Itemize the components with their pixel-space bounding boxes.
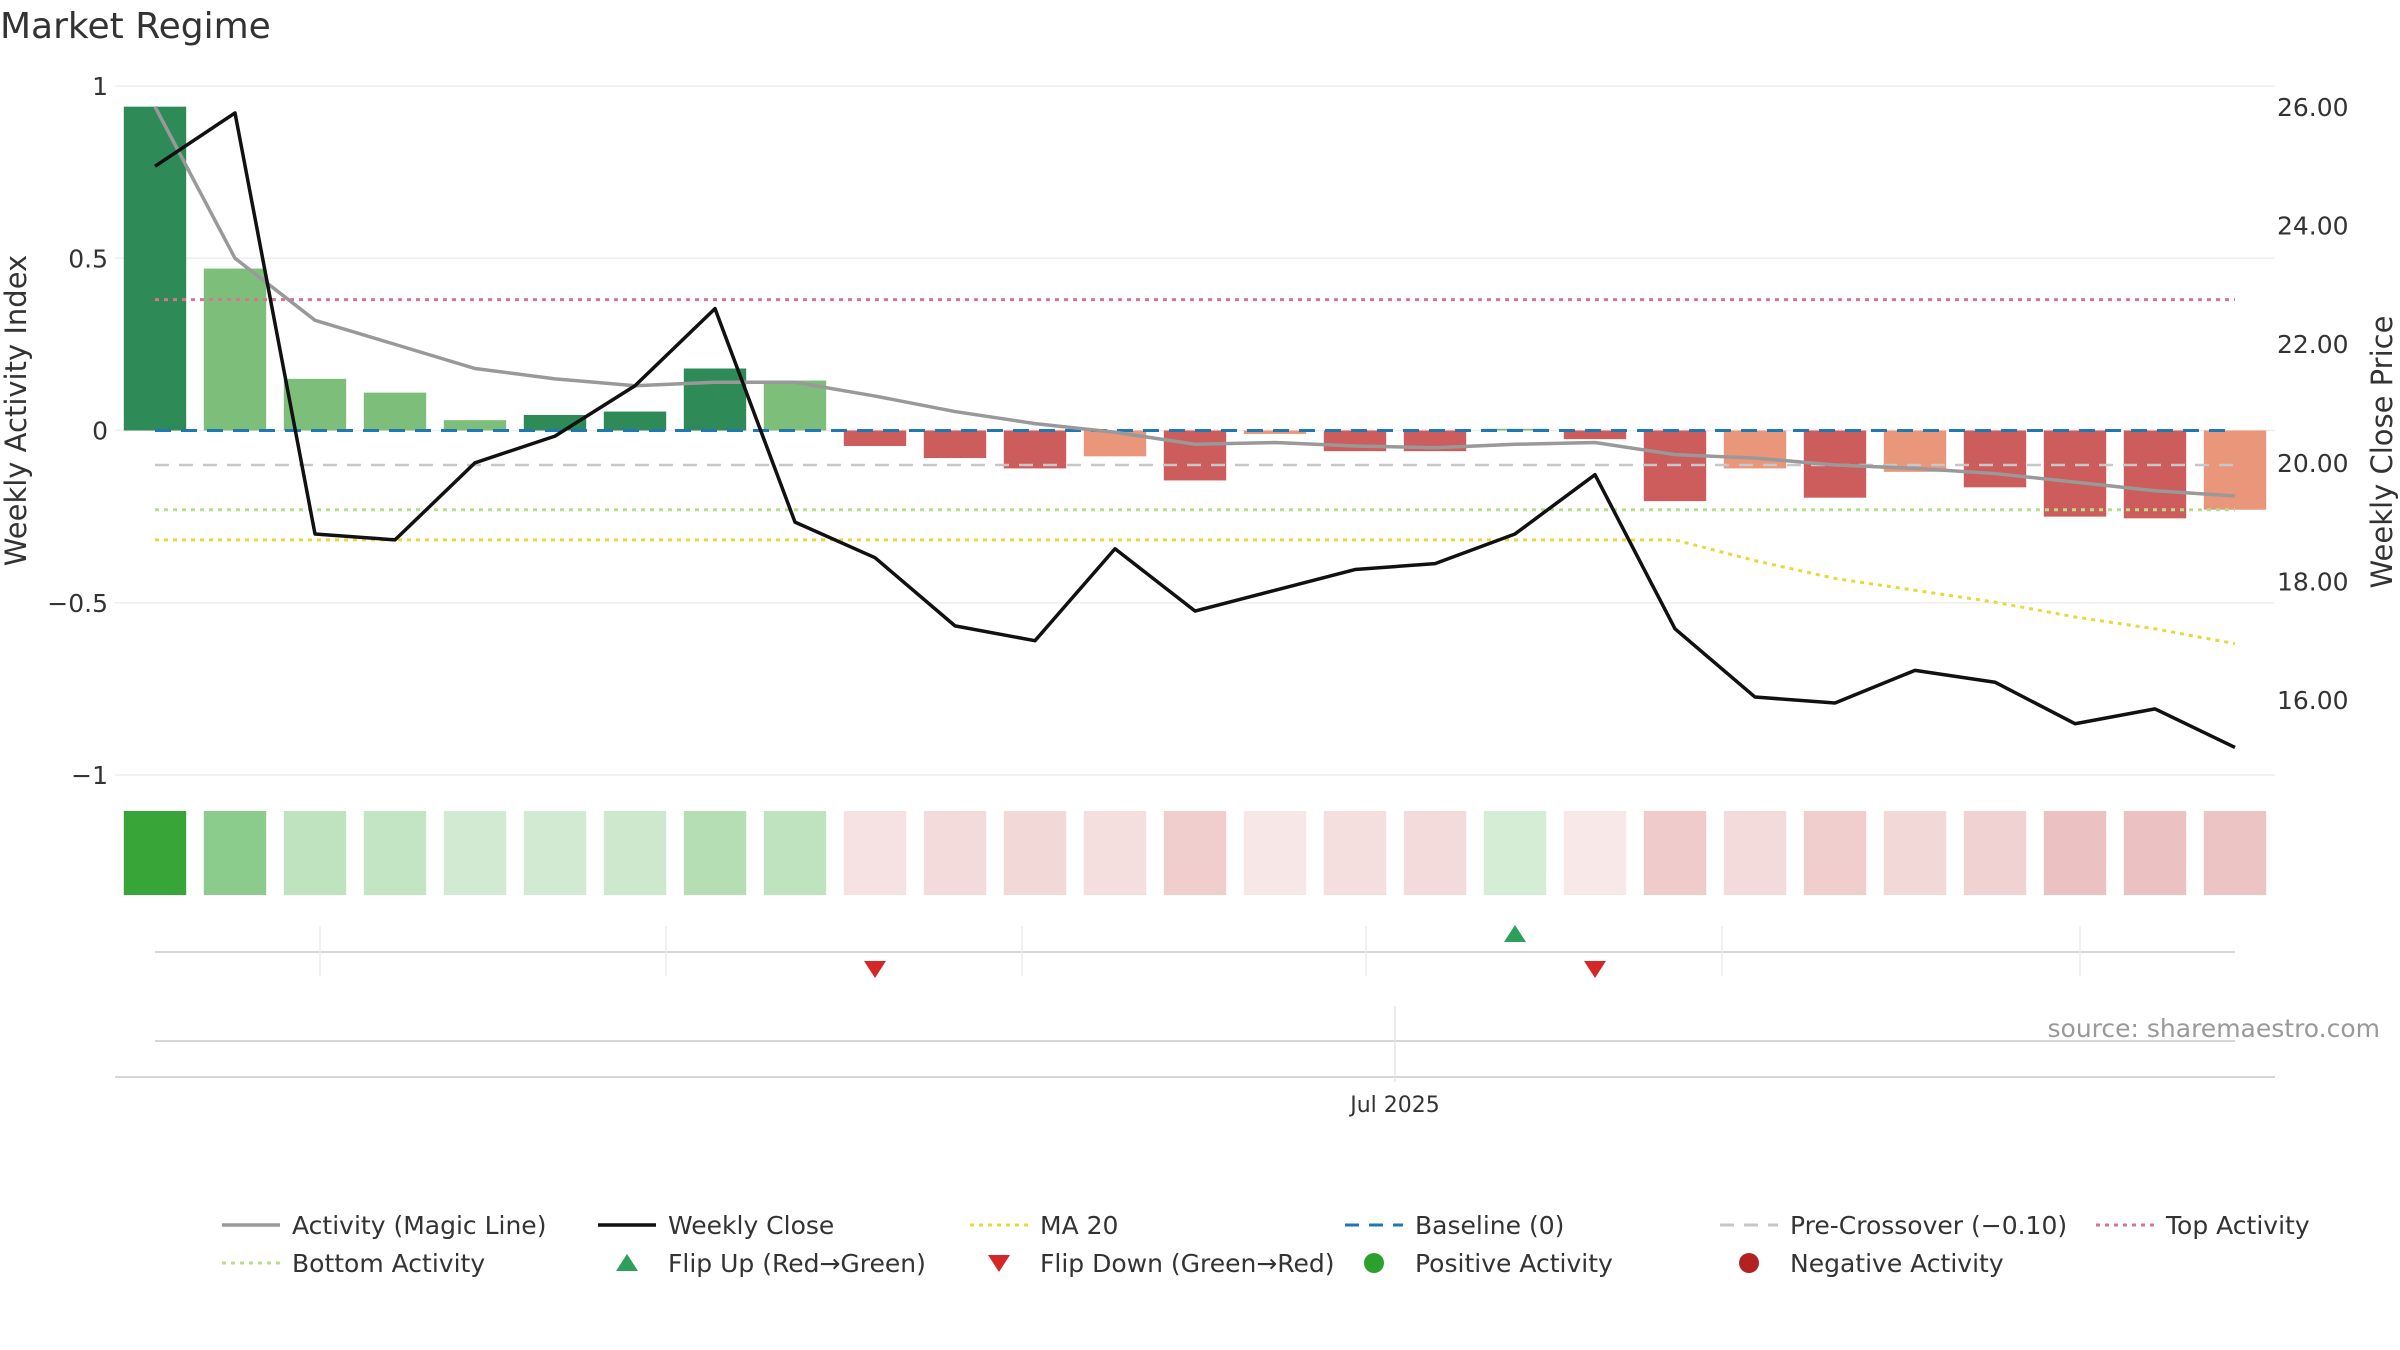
activity-heat-cell bbox=[763, 811, 827, 895]
activity-heat-cell bbox=[603, 811, 667, 895]
activity-bar bbox=[2123, 430, 2187, 519]
activity-heat-cell bbox=[1323, 811, 1387, 895]
x-tick-label: Jul 2025 bbox=[1348, 1093, 1440, 1118]
legend-label: Weekly Close bbox=[668, 1211, 834, 1240]
y-axis-title: Weekly Activity Index bbox=[0, 255, 33, 566]
flip-down-marker bbox=[1584, 961, 1606, 978]
legend-label: Bottom Activity bbox=[292, 1249, 485, 1278]
weekly-close-line bbox=[154, 111, 2236, 750]
legend-swatch-circle bbox=[1364, 1253, 1384, 1273]
activity-heat-cell bbox=[1643, 811, 1707, 895]
chart-title: Market Regime bbox=[0, 6, 271, 47]
y2-tick-label: 20.00 bbox=[2277, 449, 2349, 478]
legend-swatch-circle bbox=[1739, 1253, 1759, 1273]
legend-label: Flip Down (Green→Red) bbox=[1040, 1249, 1335, 1278]
activity-heat-cell bbox=[843, 811, 907, 895]
activity-bar bbox=[443, 420, 507, 431]
activity-heat-cell bbox=[1803, 811, 1867, 895]
y2-tick-label: 16.00 bbox=[2277, 686, 2349, 715]
activity-bar bbox=[1723, 430, 1787, 469]
legend-label: Flip Up (Red→Green) bbox=[668, 1249, 926, 1278]
activity-bar bbox=[1563, 430, 1627, 440]
y-tick-label: 1 bbox=[92, 72, 108, 101]
activity-bar bbox=[603, 411, 667, 431]
activity-heat-cell bbox=[1163, 811, 1227, 895]
activity-bar bbox=[763, 380, 827, 431]
magic-line bbox=[153, 105, 2236, 498]
ma20-line bbox=[155, 538, 2236, 646]
activity-heat-cell bbox=[2123, 811, 2187, 895]
activity-bar bbox=[1243, 430, 1307, 434]
activity-heat-cell bbox=[683, 811, 747, 895]
activity-bar bbox=[2043, 430, 2107, 517]
legend-swatch-triangle-down bbox=[988, 1255, 1010, 1272]
activity-heat-cell bbox=[123, 811, 187, 895]
flip-down-marker bbox=[864, 961, 886, 978]
activity-bar bbox=[923, 430, 987, 459]
legend-swatch-triangle-up bbox=[616, 1254, 638, 1271]
activity-heat-cell bbox=[923, 811, 987, 895]
activity-heat-cell bbox=[1883, 811, 1947, 895]
activity-heat-cell bbox=[283, 811, 347, 895]
activity-heat-cell bbox=[1723, 811, 1787, 895]
y-tick-label: −1 bbox=[71, 761, 108, 790]
activity-bar bbox=[363, 392, 427, 431]
activity-heat-cell bbox=[363, 811, 427, 895]
y2-tick-label: 24.00 bbox=[2277, 212, 2349, 241]
activity-heat-cell bbox=[2043, 811, 2107, 895]
y-tick-label: 0.5 bbox=[68, 244, 108, 273]
activity-heat-cell bbox=[203, 811, 267, 895]
activity-heat-cell bbox=[443, 811, 507, 895]
activity-heat-cell bbox=[523, 811, 587, 895]
activity-heat-cell bbox=[1563, 811, 1627, 895]
activity-bar bbox=[683, 368, 747, 431]
activity-heat-cell bbox=[1003, 811, 1067, 895]
activity-heat-cell bbox=[2203, 811, 2267, 895]
activity-heat-cell bbox=[1403, 811, 1467, 895]
activity-bar bbox=[123, 106, 187, 431]
activity-heat-cell bbox=[1243, 811, 1307, 895]
activity-heat-cell bbox=[1083, 811, 1147, 895]
y2-tick-label: 18.00 bbox=[2277, 567, 2349, 596]
activity-bar bbox=[1963, 430, 2027, 488]
activity-bar bbox=[2203, 430, 2267, 510]
y2-tick-label: 22.00 bbox=[2277, 330, 2349, 359]
flip-up-marker bbox=[1504, 925, 1526, 942]
activity-bar bbox=[203, 268, 267, 431]
legend-label: Pre-Crossover (−0.10) bbox=[1790, 1211, 2067, 1240]
legend-label: Positive Activity bbox=[1415, 1249, 1613, 1278]
y2-tick-label: 26.00 bbox=[2277, 93, 2349, 122]
legend-label: Top Activity bbox=[2165, 1211, 2310, 1240]
activity-bar bbox=[843, 430, 907, 447]
activity-heat-cell bbox=[1963, 811, 2027, 895]
legend-label: Activity (Magic Line) bbox=[292, 1211, 546, 1240]
activity-heat-cell bbox=[1483, 811, 1547, 895]
legend-label: MA 20 bbox=[1040, 1211, 1118, 1240]
legend-label: Negative Activity bbox=[1790, 1249, 2004, 1278]
y-tick-label: 0 bbox=[92, 417, 108, 446]
source-credit: source: sharemaestro.com bbox=[2047, 1014, 2381, 1043]
y2-axis-title: Weekly Close Price bbox=[2365, 316, 2399, 589]
y-tick-label: −0.5 bbox=[47, 589, 108, 618]
legend-label: Baseline (0) bbox=[1415, 1211, 1564, 1240]
activity-bar bbox=[1003, 430, 1067, 469]
activity-bar bbox=[1163, 430, 1227, 481]
